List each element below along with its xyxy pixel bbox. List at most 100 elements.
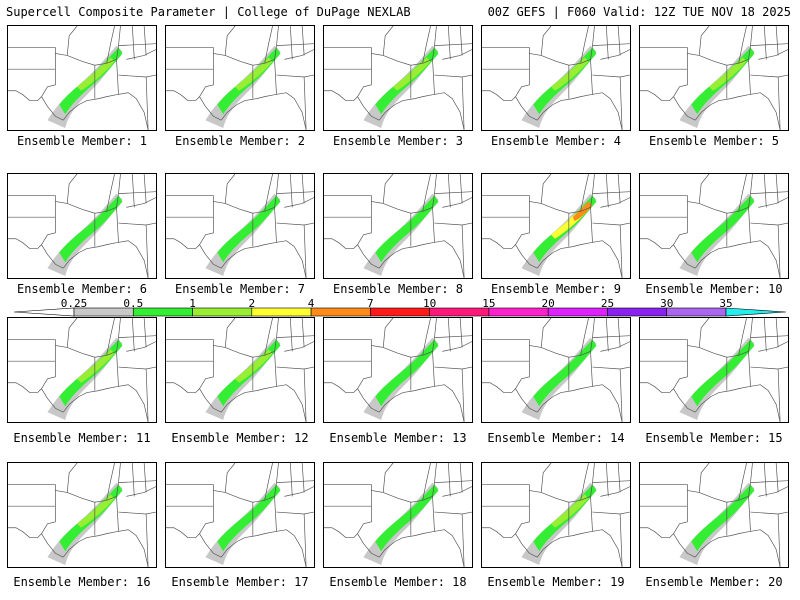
member-map (8, 463, 156, 567)
state-boundary-line (640, 318, 753, 358)
ensemble-map-panel (639, 25, 789, 131)
state-boundary-line (106, 174, 115, 212)
state-boundary-line (434, 366, 472, 370)
state-boundary-line (640, 174, 753, 214)
state-boundary-line (640, 490, 688, 538)
state-boundary-line (432, 207, 435, 243)
state-boundary-line (276, 335, 314, 338)
state-boundary-line (442, 197, 472, 208)
member-label: Ensemble Member: 10 (645, 282, 783, 296)
state-boundary-line (274, 496, 277, 532)
ensemble-map-panel (323, 317, 473, 423)
state-boundary-line (592, 222, 630, 226)
state-boundary-line (422, 318, 431, 356)
colorbar-tick-label: 1 (189, 297, 196, 310)
state-boundary-line (515, 96, 538, 121)
state-boundary-line (264, 463, 273, 501)
state-boundary-line (619, 514, 623, 567)
state-boundary-line (62, 384, 149, 422)
state-boundary-line (673, 533, 696, 558)
state-boundary-line (41, 96, 64, 121)
member-map (166, 463, 314, 567)
scp-contour-fill (572, 201, 593, 222)
state-boundary-line (580, 463, 589, 501)
state-boundary-line (694, 529, 781, 567)
state-boundary-line (600, 49, 630, 60)
state-boundary-line (166, 345, 214, 393)
scp-contour-fill (235, 57, 273, 91)
colorbar-tick-label: 30 (660, 297, 674, 310)
state-boundary-line (284, 197, 314, 208)
state-boundary-line (324, 201, 372, 249)
state-boundary-line (324, 318, 437, 358)
state-boundary-line (617, 174, 621, 204)
state-boundary-line (324, 53, 372, 101)
state-boundary-line (434, 335, 472, 338)
state-boundary-line (750, 480, 788, 483)
state-boundary-line (276, 74, 314, 78)
state-boundary-line (673, 96, 696, 121)
state-boundary-line (199, 96, 222, 121)
colorbar-segment (547, 307, 608, 317)
state-boundary-line (284, 341, 314, 352)
state-boundary-line (131, 318, 135, 352)
colorbar-segment (192, 307, 253, 317)
state-boundary-line (276, 511, 314, 515)
state-boundary-line (447, 463, 451, 497)
state-boundary-line (442, 341, 472, 352)
member-label: Ensemble Member: 6 (16, 282, 148, 296)
state-boundary-line (357, 533, 380, 558)
state-boundary-line (303, 369, 307, 422)
state-boundary-line (748, 59, 751, 95)
state-boundary-line (605, 26, 609, 60)
state-boundary-line (126, 49, 156, 60)
scp-contour-fill (691, 484, 755, 552)
state-boundary-line (145, 77, 149, 130)
state-boundary-line (274, 207, 277, 243)
state-boundary-line (698, 463, 710, 493)
state-boundary-line (274, 59, 277, 95)
state-boundary-line (777, 77, 781, 130)
state-boundary-line (640, 201, 688, 249)
ensemble-map-panel (481, 317, 631, 423)
state-boundary-line (580, 174, 589, 212)
map-title: Supercell Composite Parameter | College … (6, 5, 411, 19)
state-boundary-line (324, 345, 372, 393)
state-boundary-line (432, 59, 435, 95)
state-boundary-line (763, 174, 767, 208)
state-boundary-line (62, 240, 149, 278)
scp-contour-fill (375, 195, 439, 263)
state-boundary-line (442, 486, 472, 497)
state-boundary-line (143, 318, 147, 348)
state-boundary-line (66, 174, 78, 204)
member-label: Ensemble Member: 18 (329, 575, 467, 589)
state-boundary-line (303, 77, 307, 130)
scp-contour-fill (533, 339, 597, 407)
state-boundary-line (143, 26, 147, 56)
state-boundary-line (422, 463, 431, 501)
state-boundary-line (738, 318, 747, 356)
state-boundary-line (324, 463, 437, 503)
state-boundary-line (748, 496, 751, 532)
member-map (166, 318, 314, 422)
state-boundary-line (220, 384, 307, 422)
state-boundary-line (750, 222, 788, 226)
colorbar-segment (370, 307, 430, 317)
state-boundary-line (434, 222, 472, 226)
member-label: Ensemble Member: 3 (332, 134, 464, 148)
state-boundary-line (750, 335, 788, 338)
scp-contour-fill (59, 195, 123, 263)
member-label: Ensemble Member: 11 (13, 431, 151, 445)
member-label: Ensemble Member: 12 (171, 431, 309, 445)
state-boundary-line (694, 240, 781, 278)
state-boundary-line (461, 514, 465, 567)
state-boundary-line (750, 366, 788, 370)
state-boundary-line (540, 174, 552, 204)
state-boundary-line (694, 384, 781, 422)
state-boundary-line (763, 26, 767, 60)
state-boundary-line (118, 74, 156, 78)
colorbar-segment (725, 307, 787, 317)
scp-contour-fill (551, 494, 589, 528)
state-boundary-line (126, 197, 156, 208)
state-boundary-line (301, 318, 305, 348)
